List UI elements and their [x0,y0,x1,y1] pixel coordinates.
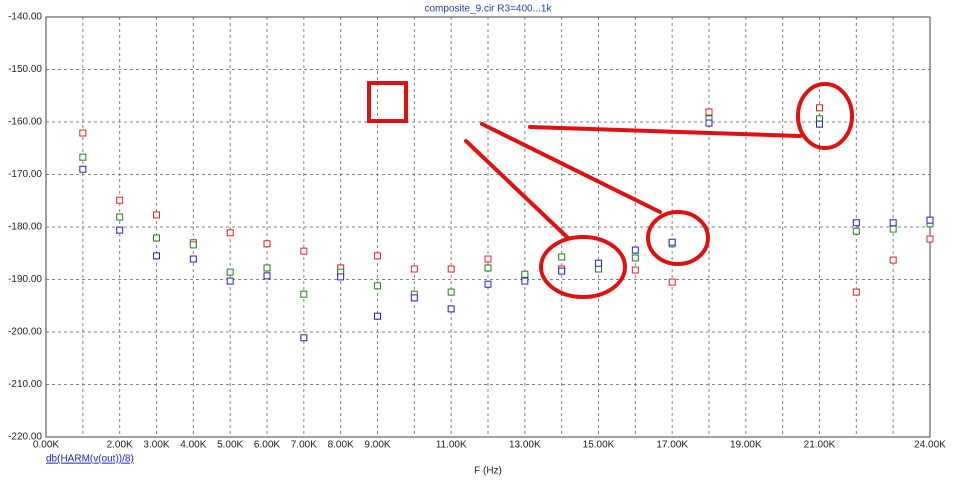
marker [668,238,676,246]
marker [374,312,381,320]
marker [926,235,934,243]
x-tick-label: 13.00K [509,440,541,451]
marker [410,265,418,273]
marker [189,255,197,263]
marker [558,253,566,261]
marker [631,266,639,274]
x-tick-label: 8.00K [328,440,354,451]
marker [668,278,676,286]
x-tick-label: 3.00K [143,440,169,451]
trace-label: db(HARM(v(out))/8) [46,454,134,465]
annotation-line [528,125,802,138]
y-tick-label: -170.00 [8,169,42,180]
marker [558,267,566,275]
marker [595,265,602,273]
y-tick-label: -210.00 [8,379,42,390]
marker [79,129,87,137]
marker [374,252,381,260]
y-tick-label: -140.00 [8,12,42,23]
marker [116,213,124,221]
x-tick-label: 21.00K [804,440,836,451]
marker [263,264,271,272]
marker [889,256,897,264]
annotation-circle [539,235,627,299]
y-tick-label: -220.00 [8,432,42,443]
marker [337,273,345,281]
marker [852,227,860,235]
marker [447,288,455,296]
marker [816,104,823,112]
marker [926,216,934,224]
marker [521,270,529,278]
marker [153,252,160,260]
y-tick-label: -200.00 [8,327,42,338]
marker [410,294,418,302]
annotations [367,81,854,299]
marker [374,282,381,290]
annotation-line [464,139,570,240]
marker [263,272,271,280]
marker [852,288,860,296]
marker [189,241,197,249]
marker [447,305,455,313]
marker [116,226,124,234]
x-tick-label: 19.00K [730,440,762,451]
x-tick-label: 15.00K [583,440,615,451]
x-axis-label: F (Hz) [474,466,502,477]
marker [816,120,823,128]
y-tick-label: -180.00 [8,222,42,233]
annotation-box [367,81,408,123]
marker [226,277,234,285]
x-tick-label: 11.00K [436,440,467,451]
chart-title: composite_9.cir R3=400...1k [424,4,552,15]
marker [226,268,234,276]
marker [447,265,455,273]
marker [889,219,897,227]
marker [889,225,897,233]
x-tick-label: 17.00K [656,440,688,451]
x-tick-label: 5.00K [217,440,243,451]
annotation-circle [796,82,854,150]
x-tick-label: 9.00K [364,440,390,451]
marker [116,196,124,204]
x-tick-label: 4.00K [180,440,206,451]
marker [153,211,160,219]
marker [852,219,860,227]
marker [300,334,308,342]
marker [631,254,639,262]
marker [263,240,271,248]
marker [300,290,308,298]
marker [484,255,492,263]
y-tick-label: -150.00 [8,64,42,75]
marker [484,264,492,272]
marker [705,108,713,116]
x-tick-label: 2.00K [107,440,133,451]
plot-area: -140.00 -150.00 -160.00 -170.00 -180.00 -190.… [8,12,946,451]
marker [631,246,639,254]
annotation-line [480,122,662,214]
marker [79,153,87,161]
marker [300,247,308,255]
annotation-circle [646,210,710,266]
marker [484,280,492,288]
y-tick-label: -160.00 [8,117,42,128]
marker [705,119,713,127]
marker [521,277,529,285]
marker [226,229,234,237]
marker [79,165,87,173]
x-tick-label: 6.00K [254,440,280,451]
x-tick-label: 0.00K [33,440,59,451]
x-tick-label: 24.00K [914,440,946,451]
marker [595,259,602,267]
y-tick-label: -190.00 [8,274,42,285]
marker [153,234,160,242]
x-tick-label: 7.00K [291,440,317,451]
